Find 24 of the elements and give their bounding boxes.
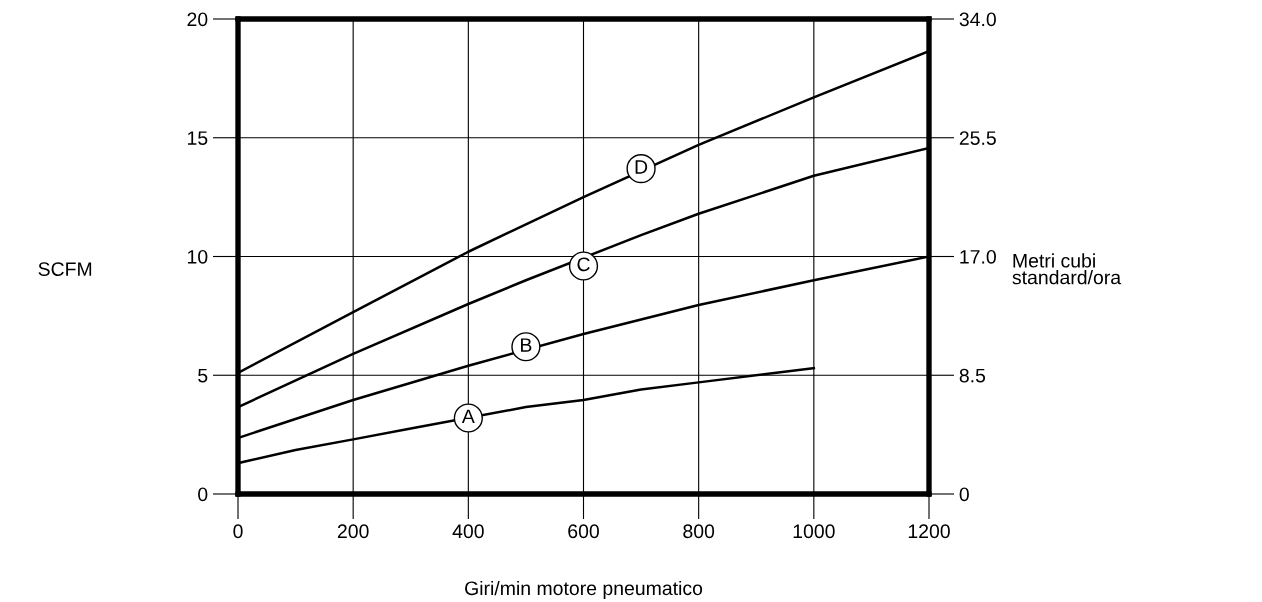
annotation: C [577, 257, 590, 272]
x-tick-label: 600 [568, 524, 599, 539]
x-tick-label: 0 [233, 524, 243, 539]
y-tick-label: 5 [198, 368, 208, 383]
y2-tick-label: 34.0 [959, 12, 996, 27]
y2-tick-label: 17.0 [960, 249, 996, 264]
annotation: D [635, 160, 648, 174]
annotation: B [521, 338, 532, 352]
x-tick-label: 1000 [793, 524, 835, 539]
x-tick-label: 200 [337, 524, 369, 539]
x-tick-label: 1200 [908, 524, 950, 539]
y-tick-label: 0 [198, 487, 208, 502]
y2-axis-title: Metri cubi standard/ora [1012, 253, 1122, 285]
x-tick-label: 800 [683, 524, 715, 539]
x-axis-title: Giri/min motore pneumatico [465, 580, 703, 599]
y-tick-label: 20 [187, 12, 208, 27]
y-tick-label: 10 [188, 249, 208, 264]
y-tick-label: 15 [188, 131, 208, 145]
x-tick-label: 400 [452, 524, 484, 539]
y-axis-title: SCFM [38, 262, 92, 276]
y2-tick-label: 8.5 [959, 368, 986, 383]
y2-tick-label: 0 [959, 487, 969, 502]
annotation: A [461, 409, 475, 424]
y2-tick-label: 25.5 [959, 131, 996, 145]
